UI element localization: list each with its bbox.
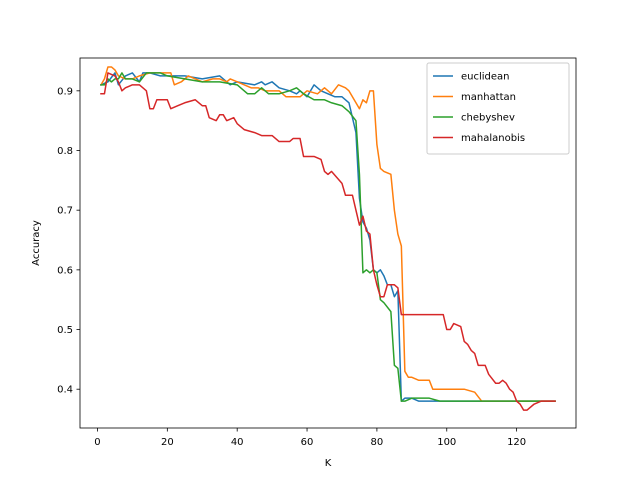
y-tick-label: 0.8 xyxy=(57,146,73,157)
legend-label-chebyshev: chebyshev xyxy=(461,113,515,124)
y-axis: 0.4 0.5 0.6 0.7 0.8 0.9 xyxy=(57,86,80,396)
legend-label-euclidean: euclidean xyxy=(461,72,510,83)
y-tick-label: 0.5 xyxy=(57,325,73,336)
legend-label-manhattan: manhattan xyxy=(461,92,516,103)
y-tick-label: 0.4 xyxy=(57,385,73,396)
x-tick-label: 100 xyxy=(437,437,456,448)
x-tick-label: 60 xyxy=(301,437,314,448)
plot-area xyxy=(99,66,556,411)
legend-box xyxy=(426,62,570,155)
x-tick-label: 40 xyxy=(231,437,244,448)
y-tick-label: 0.6 xyxy=(57,265,73,276)
x-tick-label: 80 xyxy=(371,437,384,448)
legend-label-mahalanobis: mahalanobis xyxy=(461,133,525,144)
x-axis-label: K xyxy=(325,458,332,469)
series-line-mahalanobis xyxy=(100,72,556,411)
y-tick-label: 0.7 xyxy=(57,206,73,217)
x-axis: 0 20 40 60 80 100 120 xyxy=(94,428,526,448)
x-tick-label: 120 xyxy=(507,437,526,448)
y-axis-label: Accuracy xyxy=(31,220,42,266)
series-layer xyxy=(99,66,556,411)
x-tick-label: 0 xyxy=(94,437,100,448)
x-tick-label: 20 xyxy=(161,437,174,448)
legend: euclidean manhattan chebyshev mahalanobis xyxy=(426,62,570,155)
plot-frame xyxy=(79,57,577,429)
y-tick-label: 0.9 xyxy=(57,86,73,97)
series-line-chebyshev xyxy=(100,72,556,402)
